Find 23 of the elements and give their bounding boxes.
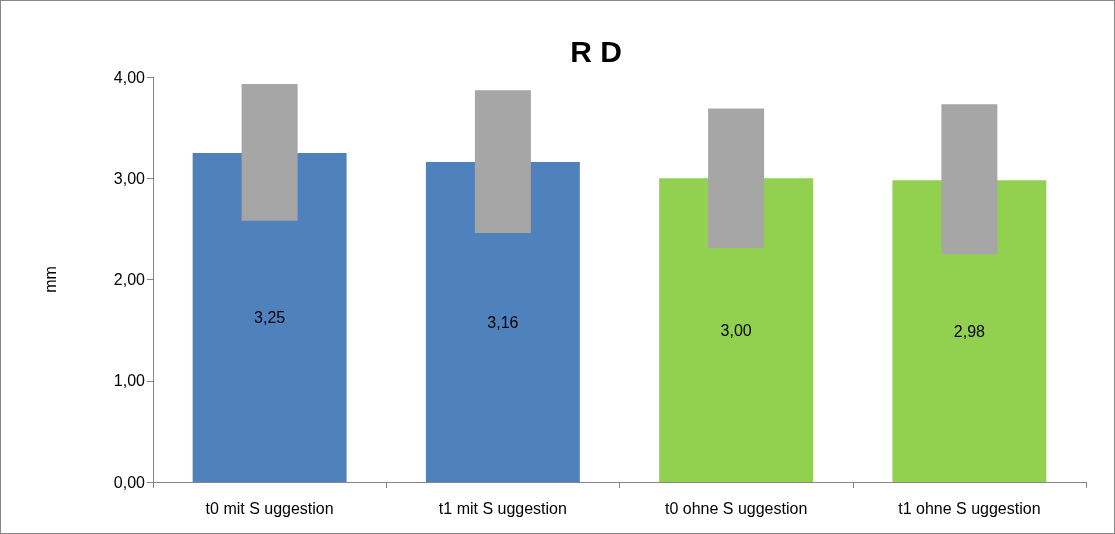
x-tick-label: t1 mit S uggestion xyxy=(438,499,567,517)
data-label: 3,16 xyxy=(487,313,519,331)
y-tick-label: 0,00 xyxy=(113,473,146,491)
data-label: 3,25 xyxy=(254,308,286,326)
y-tick-label: 3,00 xyxy=(113,169,146,187)
bar xyxy=(708,108,765,249)
x-tick-label: t1 ohne S uggestion xyxy=(898,499,1041,517)
bar xyxy=(474,90,531,233)
bar xyxy=(241,84,298,221)
y-tick-label: 1,00 xyxy=(113,372,146,390)
y-tick-label: 4,00 xyxy=(113,68,146,86)
bar xyxy=(659,178,814,482)
bar xyxy=(192,152,347,482)
bar xyxy=(892,180,1047,482)
data-label: 2,98 xyxy=(953,322,986,340)
data-label: 3,00 xyxy=(720,321,752,339)
bar xyxy=(425,162,580,482)
chart-title: R D xyxy=(570,34,622,68)
x-tick-label: t0 ohne S uggestion xyxy=(664,499,808,517)
bar xyxy=(941,104,998,255)
x-tick-label: t0 mit S uggestion xyxy=(205,499,334,517)
y-tick-label: 2,00 xyxy=(113,271,146,288)
y-axis-title: mm xyxy=(41,266,59,293)
